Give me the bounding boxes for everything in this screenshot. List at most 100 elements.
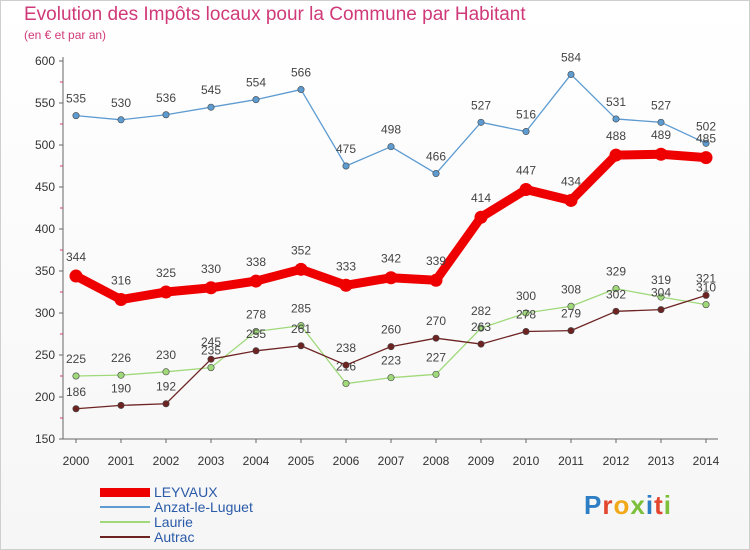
x-tick-label: 2013 — [648, 454, 675, 468]
data-label: 263 — [471, 320, 491, 334]
data-label: 330 — [201, 262, 221, 276]
data-point — [474, 210, 488, 224]
data-point — [249, 274, 263, 288]
y-tick-label: 400 — [35, 222, 55, 236]
legend-swatch — [100, 506, 150, 508]
data-point — [252, 327, 260, 335]
data-point — [69, 269, 83, 283]
data-label: 279 — [561, 307, 581, 321]
data-point — [612, 115, 620, 123]
data-label: 338 — [246, 255, 266, 269]
data-point — [567, 302, 575, 310]
legend-label: Laurie — [154, 514, 193, 530]
logo-letter: P — [584, 490, 603, 520]
data-label: 186 — [66, 385, 86, 399]
data-point — [252, 347, 260, 355]
data-point — [477, 324, 485, 332]
x-tick-label: 2005 — [288, 454, 315, 468]
data-label: 261 — [291, 322, 311, 336]
logo-letter: i — [645, 490, 655, 520]
data-point — [342, 162, 350, 170]
data-point — [522, 327, 530, 335]
data-label: 316 — [111, 274, 131, 288]
x-tick-label: 2010 — [513, 454, 540, 468]
y-tick-label: 500 — [35, 138, 55, 152]
legend-swatch — [100, 487, 150, 497]
data-point — [657, 293, 665, 301]
legend-label: LEYVAUX — [154, 484, 218, 500]
legend: LEYVAUX Anzat-le-Luguet Laurie Autrac — [100, 484, 320, 545]
data-label: 333 — [336, 259, 356, 273]
data-point — [114, 293, 128, 307]
x-tick-label: 2002 — [153, 454, 180, 468]
x-tick-label: 2014 — [693, 454, 720, 468]
data-point — [432, 170, 440, 178]
data-label: 238 — [336, 341, 356, 355]
data-label: 516 — [516, 108, 536, 122]
chart-subtitle: (en € et par an) — [24, 28, 107, 42]
data-point — [252, 96, 260, 104]
legend-swatch — [100, 536, 150, 538]
data-point — [612, 285, 620, 293]
data-point — [429, 273, 443, 287]
y-tick-label: 350 — [35, 264, 55, 278]
data-point — [702, 291, 710, 299]
data-label: 554 — [246, 76, 266, 90]
data-point — [567, 70, 575, 78]
data-label: 310 — [696, 281, 716, 295]
data-point — [117, 371, 125, 379]
data-label: 245 — [201, 335, 221, 349]
data-label: 300 — [516, 289, 536, 303]
proxiti-logo: Proxiti — [584, 490, 672, 521]
data-point — [522, 309, 530, 317]
data-point — [207, 364, 215, 372]
data-point — [522, 128, 530, 136]
data-point — [159, 285, 173, 299]
data-point — [207, 103, 215, 111]
data-label: 527 — [471, 98, 491, 112]
data-point — [387, 143, 395, 151]
data-label: 278 — [516, 307, 536, 321]
data-label: 329 — [606, 265, 626, 279]
data-point — [609, 148, 623, 162]
data-label: 302 — [606, 287, 626, 301]
data-point — [204, 281, 218, 295]
data-label: 342 — [381, 252, 401, 266]
data-label: 502 — [696, 119, 716, 133]
data-label: 498 — [381, 123, 401, 137]
data-point — [657, 118, 665, 126]
legend-item: Autrac — [100, 529, 320, 545]
data-point — [612, 307, 620, 315]
data-point — [702, 301, 710, 309]
data-label: 270 — [426, 314, 446, 328]
data-point — [117, 401, 125, 409]
data-label: 344 — [66, 250, 86, 264]
x-tick-label: 2000 — [63, 454, 90, 468]
y-tick-label: 450 — [35, 180, 55, 194]
legend-item: LEYVAUX — [100, 484, 320, 500]
data-point — [162, 111, 170, 119]
data-point — [699, 151, 713, 165]
y-tick-label: 300 — [35, 306, 55, 320]
data-label: 230 — [156, 348, 176, 362]
data-label: 226 — [111, 351, 131, 365]
data-label: 545 — [201, 83, 221, 97]
chart-title: Evolution des Impôts locaux pour la Comm… — [24, 4, 526, 25]
data-point — [654, 147, 668, 161]
data-label: 321 — [696, 271, 716, 285]
data-label: 235 — [201, 344, 221, 358]
data-label: 192 — [156, 380, 176, 394]
logo-letter: t — [654, 490, 664, 520]
data-point — [207, 355, 215, 363]
x-tick-label: 2008 — [423, 454, 450, 468]
data-label: 190 — [111, 381, 131, 395]
y-tick-label: 550 — [35, 96, 55, 110]
data-label: 527 — [651, 98, 671, 112]
x-tick-label: 2001 — [108, 454, 135, 468]
y-tick-label: 250 — [35, 348, 55, 362]
logo-letter: x — [630, 490, 646, 520]
data-point — [519, 183, 533, 197]
data-label: 304 — [651, 286, 671, 300]
data-point — [477, 118, 485, 126]
data-label: 227 — [426, 350, 446, 364]
